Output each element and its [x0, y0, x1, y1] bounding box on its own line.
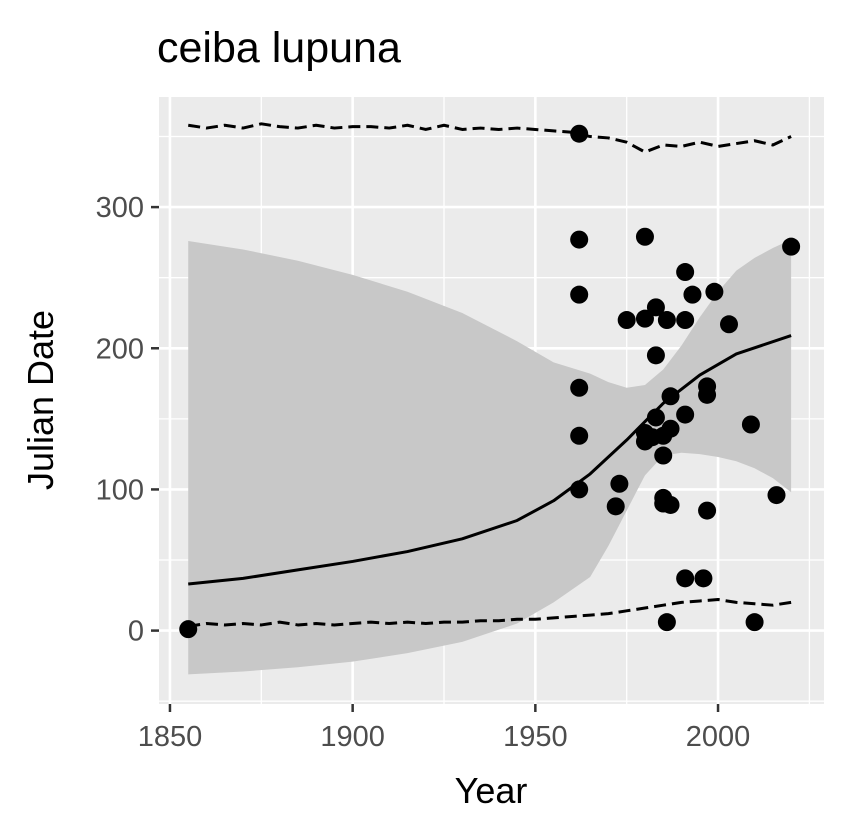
y-tick-label: 100 [96, 474, 144, 506]
data-point [676, 569, 695, 588]
data-point [694, 569, 713, 588]
data-point [657, 311, 676, 330]
x-tick-label: 1850 [138, 721, 203, 753]
data-point [570, 124, 589, 143]
data-point [646, 298, 665, 317]
data-point [570, 285, 589, 304]
data-point [683, 285, 702, 304]
data-point [745, 613, 764, 632]
data-point [782, 237, 801, 256]
scatter-points [179, 124, 801, 639]
x-axis-title: Year [455, 770, 528, 811]
axes: 1850 1900 1950 2000 0 100 200 300 [96, 192, 751, 753]
data-point [635, 309, 654, 328]
data-point [646, 408, 665, 427]
data-point [698, 501, 717, 520]
data-point [657, 613, 676, 632]
y-tick-label: 200 [96, 333, 144, 365]
data-point [676, 311, 695, 330]
data-point [705, 282, 724, 301]
data-point [661, 387, 680, 406]
line-layer [188, 122, 792, 628]
x-tick-label: 1900 [320, 721, 385, 753]
confidence-ribbon-layer [188, 239, 792, 675]
data-point [661, 419, 680, 438]
x-tick-label: 1950 [503, 721, 568, 753]
data-point [676, 263, 695, 282]
data-point [654, 446, 673, 465]
data-point [606, 497, 625, 516]
y-axis-title: Julian Date [20, 310, 61, 490]
data-point [698, 385, 717, 404]
data-point [661, 495, 680, 514]
data-point [767, 486, 786, 505]
y-tick-label: 300 [96, 192, 144, 224]
data-point [676, 405, 695, 424]
data-point [741, 415, 760, 434]
data-point [570, 378, 589, 397]
dashed-lower-line [188, 598, 792, 628]
dashed-upper-line [188, 122, 792, 154]
data-point [635, 227, 654, 246]
y-tick-label: 0 [128, 616, 144, 648]
data-point [179, 620, 198, 639]
data-point [570, 480, 589, 499]
data-point [610, 474, 629, 493]
confidence-ribbon [188, 239, 792, 675]
data-point [720, 315, 738, 334]
data-point [570, 426, 589, 445]
chart-title: ceiba lupuna [157, 24, 401, 72]
x-tick-label: 2000 [686, 721, 751, 753]
data-point [570, 230, 589, 249]
data-point [646, 346, 665, 365]
data-point [617, 311, 636, 330]
fit-line [188, 334, 792, 586]
